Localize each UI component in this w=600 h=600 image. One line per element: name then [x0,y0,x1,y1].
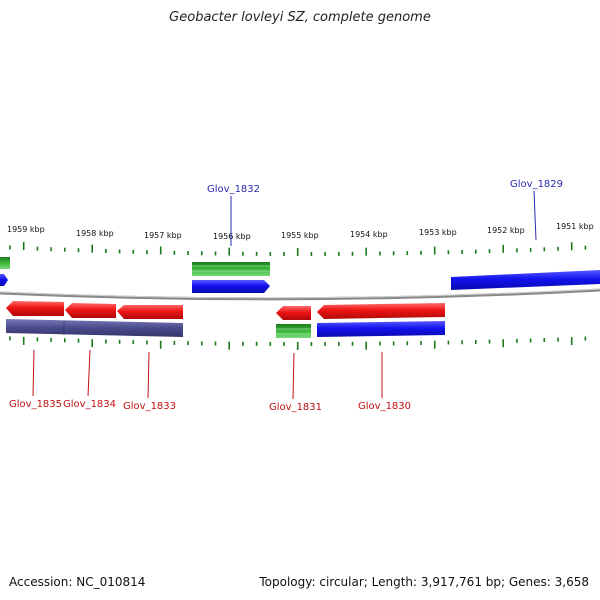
gene-glov-1833 [117,305,183,319]
gene-label-glov-1832: Glov_1832 [207,184,260,195]
gene-label-glov-1833: Glov_1833 [123,401,176,412]
gene-label-glov-1834: Glov_1834 [63,399,116,410]
tick-label: 1957 kbp [144,231,182,240]
tick-label: 1955 kbp [281,231,319,240]
gene-glov-1830 [317,303,445,319]
gene-label-glov-1830: Glov_1830 [358,401,411,412]
label-leaders [32,190,537,400]
tick-label: 1952 kbp [487,226,525,235]
rna-gene-fragment [0,257,10,269]
forward-strand-features [0,257,600,293]
rna-gene-glov-1831 [276,324,311,338]
gene-glov-1835 [6,301,64,316]
gene-label-glov-1829: Glov_1829 [510,179,563,190]
tick-label: 1953 kbp [419,228,457,237]
genome-stats-label: Topology: circular; Length: 3,917,761 bp… [259,575,589,589]
reverse-strand-features [6,301,445,338]
genome-backbone-highlight [0,288,600,299]
other-feature-block [6,319,183,337]
tick-label: 1959 kbp [7,225,45,234]
forward-feature-glov-1830 [317,321,445,337]
gene-glov-1834 [65,303,116,318]
tick-labels: 1959 kbp 1958 kbp 1957 kbp 1956 kbp 1955… [7,222,594,241]
rna-gene-glov-1832 [192,262,270,276]
tick-label: 1954 kbp [350,230,388,239]
gene-label-glov-1831: Glov_1831 [269,402,322,413]
genome-backbone [0,288,600,301]
tick-marks-bottom [9,336,587,350]
tick-marks-top [9,242,587,256]
gene-glov-1829 [451,270,600,290]
tick-label: 1958 kbp [76,229,114,238]
accession-label: Accession: NC_010814 [9,575,146,589]
genome-title: Geobacter lovleyi SZ, complete genome [169,10,431,25]
gene-label-glov-1835: Glov_1835 [9,399,62,410]
gene-labels: Glov_1832 Glov_1829 Glov_1835 Glov_1834 … [9,179,563,413]
tick-label: 1956 kbp [213,232,251,241]
gene-glov-1831 [276,306,311,320]
tick-label: 1951 kbp [556,222,594,231]
forward-gene-fragment [0,274,8,286]
gene-glov-1832 [192,280,270,293]
